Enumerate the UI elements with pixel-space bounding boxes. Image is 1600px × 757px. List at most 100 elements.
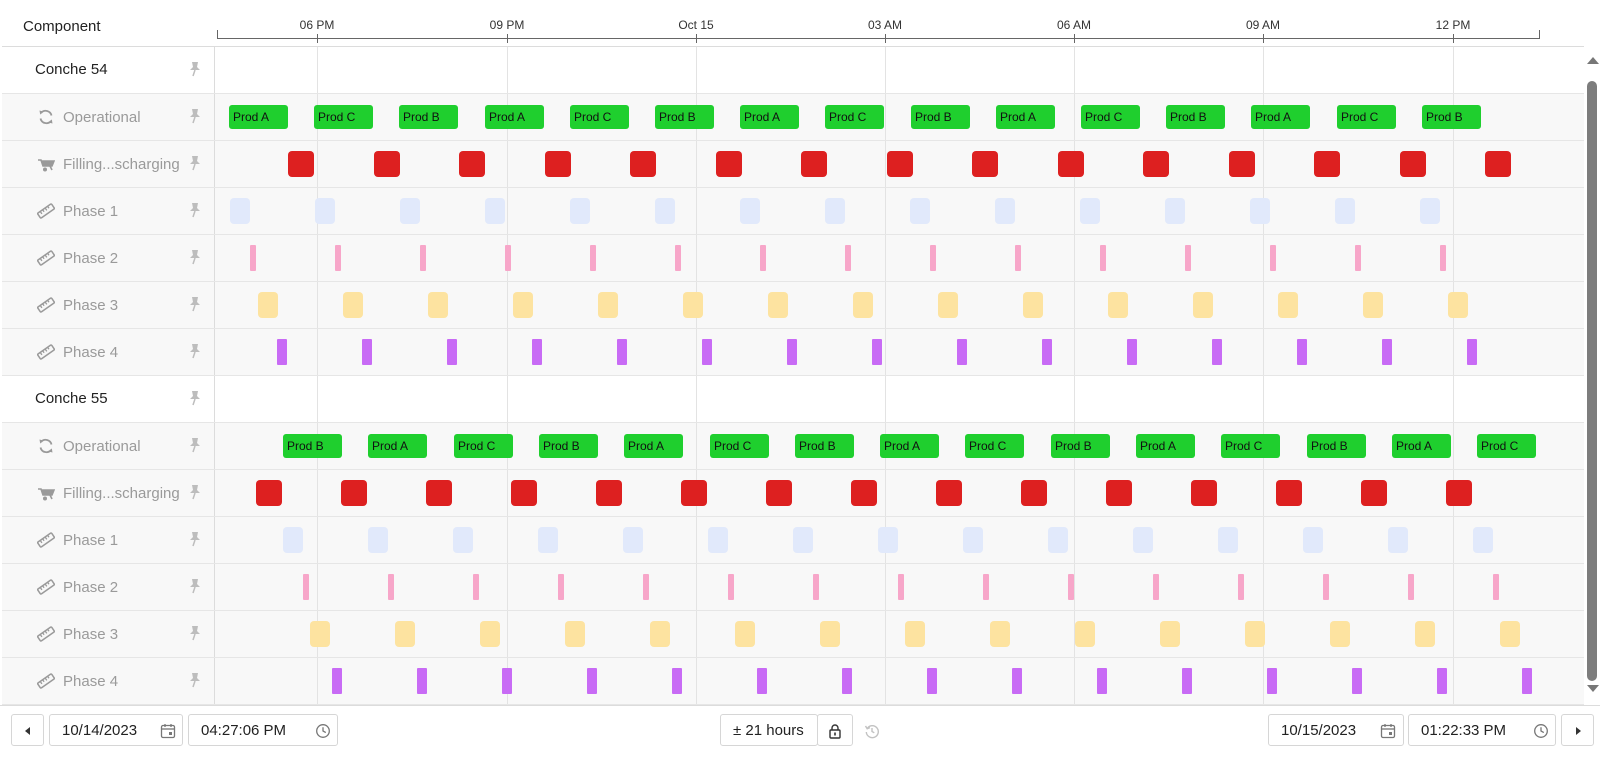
phase-2-bar[interactable] [420,245,426,271]
phase-3-bar[interactable] [1363,292,1383,318]
phase-1-bar[interactable] [825,198,845,224]
phase-3-bar[interactable] [565,621,585,647]
clock-icon[interactable] [1533,723,1549,739]
phase-1-bar[interactable] [1420,198,1440,224]
pin-icon[interactable] [188,484,202,500]
filling-discharging-bar[interactable] [1058,151,1084,177]
phase-2-bar[interactable] [1440,245,1446,271]
component-label-cell[interactable]: Phase 4 [2,329,215,375]
operational-bar[interactable]: Prod B [1166,105,1225,129]
operational-bar[interactable]: Prod C [570,105,629,129]
phase-2-bar[interactable] [675,245,681,271]
phase-3-bar[interactable] [820,621,840,647]
phase-1-bar[interactable] [570,198,590,224]
phase-2-bar[interactable] [983,574,989,600]
phase-4-bar[interactable] [702,339,712,365]
operational-bar[interactable]: Prod C [314,105,373,129]
calendar-icon[interactable] [160,723,176,739]
phase-3-bar[interactable] [1500,621,1520,647]
component-label-cell[interactable]: Filling...scharging [2,470,215,516]
operational-bar[interactable]: Prod B [1307,434,1366,458]
pin-icon[interactable] [188,296,202,312]
filling-discharging-bar[interactable] [716,151,742,177]
pin-icon[interactable] [188,531,202,547]
filling-discharging-bar[interactable] [1361,480,1387,506]
phase-2-bar[interactable] [473,574,479,600]
phase-3-bar[interactable] [1075,621,1095,647]
phase-2-bar[interactable] [930,245,936,271]
start-date-field[interactable]: 10/14/2023 [49,714,183,746]
group-row[interactable]: Conche 54 [2,47,1584,94]
operational-bar[interactable]: Prod A [996,105,1055,129]
phase-2-bar[interactable] [590,245,596,271]
phase-2-bar[interactable] [1493,574,1499,600]
phase-3-bar[interactable] [395,621,415,647]
pin-icon[interactable] [188,249,202,265]
phase-1-bar[interactable] [910,198,930,224]
filling-discharging-bar[interactable] [801,151,827,177]
operational-bar[interactable]: Prod A [880,434,939,458]
phase-2-bar[interactable] [898,574,904,600]
phase-4-bar[interactable] [927,668,937,694]
phase-2-bar[interactable] [505,245,511,271]
calendar-icon[interactable] [1380,723,1396,739]
phase-4-bar[interactable] [1522,668,1532,694]
filling-discharging-bar[interactable] [630,151,656,177]
phase-3-bar[interactable] [1193,292,1213,318]
phase-3-bar[interactable] [428,292,448,318]
phase-4-bar[interactable] [417,668,427,694]
phase-4-bar[interactable] [1352,668,1362,694]
operational-bar[interactable]: Prod C [965,434,1024,458]
start-time-field[interactable]: 04:27:06 PM [188,714,338,746]
phase-2-bar[interactable] [388,574,394,600]
phase-4-bar[interactable] [672,668,682,694]
phase-1-bar[interactable] [230,198,250,224]
phase-1-bar[interactable] [485,198,505,224]
phase-1-bar[interactable] [623,527,643,553]
phase-2-bar[interactable] [813,574,819,600]
operational-bar[interactable]: Prod C [1221,434,1280,458]
operational-bar[interactable]: Prod B [399,105,458,129]
operational-bar[interactable]: Prod A [1136,434,1195,458]
phase-3-bar[interactable] [598,292,618,318]
filling-discharging-bar[interactable] [1191,480,1217,506]
phase-3-bar[interactable] [768,292,788,318]
phase-3-bar[interactable] [1023,292,1043,318]
phase-1-bar[interactable] [963,527,983,553]
phase-2-bar[interactable] [1355,245,1361,271]
phase-4-bar[interactable] [502,668,512,694]
phase-4-bar[interactable] [787,339,797,365]
component-row[interactable]: Phase 2 [2,564,1584,611]
phase-4-bar[interactable] [1012,668,1022,694]
filling-discharging-bar[interactable] [511,480,537,506]
filling-discharging-bar[interactable] [1314,151,1340,177]
phase-1-bar[interactable] [538,527,558,553]
filling-discharging-bar[interactable] [1446,480,1472,506]
filling-discharging-bar[interactable] [256,480,282,506]
component-label-cell[interactable]: Phase 3 [2,611,215,657]
component-row[interactable]: Operational Prod B Prod A Prod C Prod B Prod … [2,423,1584,470]
pin-icon[interactable] [188,343,202,359]
operational-bar[interactable]: Prod A [740,105,799,129]
component-label-cell[interactable]: Phase 4 [2,658,215,704]
history-button[interactable] [854,714,890,746]
phase-3-bar[interactable] [1448,292,1468,318]
phase-4-bar[interactable] [1212,339,1222,365]
operational-bar[interactable]: Prod A [1392,434,1451,458]
filling-discharging-bar[interactable] [1276,480,1302,506]
phase-2-bar[interactable] [335,245,341,271]
operational-bar[interactable]: Prod B [655,105,714,129]
component-row[interactable]: Operational Prod A Prod C Prod B Prod A Prod … [2,94,1584,141]
component-label-cell[interactable]: Phase 3 [2,282,215,328]
operational-bar[interactable]: Prod A [485,105,544,129]
phase-4-bar[interactable] [1182,668,1192,694]
pin-icon[interactable] [188,155,202,171]
phase-3-bar[interactable] [513,292,533,318]
phase-3-bar[interactable] [480,621,500,647]
component-row[interactable]: Phase 1 [2,517,1584,564]
phase-1-bar[interactable] [1048,527,1068,553]
phase-3-bar[interactable] [650,621,670,647]
filling-discharging-bar[interactable] [1400,151,1426,177]
phase-4-bar[interactable] [332,668,342,694]
operational-bar[interactable]: Prod C [454,434,513,458]
